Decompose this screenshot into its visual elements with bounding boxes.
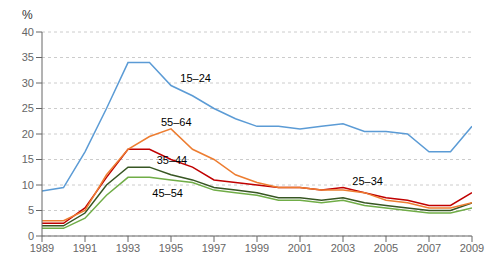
svg-text:35: 35 [22, 51, 34, 63]
svg-text:35–44: 35–44 [157, 154, 188, 166]
svg-text:25–34: 25–34 [352, 175, 383, 187]
svg-text:10: 10 [22, 179, 34, 191]
svg-text:40: 40 [22, 26, 34, 38]
svg-text:1999: 1999 [245, 242, 269, 254]
svg-text:1995: 1995 [159, 242, 183, 254]
svg-text:2001: 2001 [288, 242, 312, 254]
svg-text:2005: 2005 [374, 242, 398, 254]
svg-text:2007: 2007 [417, 242, 441, 254]
svg-text:2009: 2009 [460, 242, 484, 254]
svg-text:55–64: 55–64 [161, 116, 192, 128]
svg-text:20: 20 [22, 128, 34, 140]
svg-text:1989: 1989 [30, 242, 54, 254]
svg-text:5: 5 [28, 204, 34, 216]
svg-text:25: 25 [22, 102, 34, 114]
svg-text:30: 30 [22, 77, 34, 89]
svg-text:1991: 1991 [73, 242, 97, 254]
svg-text:1997: 1997 [202, 242, 226, 254]
svg-text:45–54: 45–54 [152, 187, 183, 199]
svg-text:2003: 2003 [331, 242, 355, 254]
svg-text:0: 0 [28, 230, 34, 242]
svg-text:15: 15 [22, 153, 34, 165]
svg-text:1993: 1993 [116, 242, 140, 254]
svg-text:15–24: 15–24 [180, 72, 211, 84]
